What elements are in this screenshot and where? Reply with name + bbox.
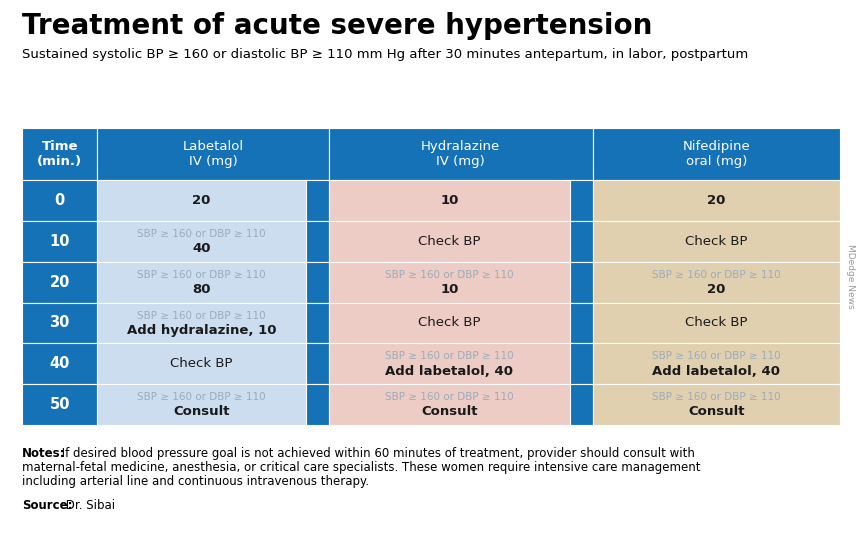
- Bar: [98, 262, 306, 302]
- Bar: [570, 343, 593, 384]
- Bar: [593, 180, 840, 221]
- Bar: [22, 343, 98, 384]
- Bar: [593, 343, 840, 384]
- Text: Add labetalol, 40: Add labetalol, 40: [652, 365, 780, 378]
- Bar: [570, 221, 593, 262]
- Bar: [22, 262, 98, 302]
- Text: Check BP: Check BP: [170, 357, 232, 370]
- Text: 10: 10: [441, 283, 459, 296]
- Text: SBP ≥ 160 or DBP ≥ 110: SBP ≥ 160 or DBP ≥ 110: [137, 311, 266, 321]
- Text: Dr. Sibai: Dr. Sibai: [62, 499, 115, 512]
- Text: Consult: Consult: [421, 405, 478, 418]
- Bar: [593, 128, 840, 180]
- Text: SBP ≥ 160 or DBP ≥ 110: SBP ≥ 160 or DBP ≥ 110: [137, 229, 266, 239]
- Text: Labetalol
IV (mg): Labetalol IV (mg): [182, 140, 244, 168]
- Text: 40: 40: [49, 356, 70, 371]
- Text: If desired blood pressure goal is not achieved within 60 minutes of treatment, p: If desired blood pressure goal is not ac…: [58, 447, 695, 460]
- Bar: [306, 262, 328, 302]
- Bar: [570, 384, 593, 425]
- Bar: [22, 180, 98, 221]
- Text: Consult: Consult: [174, 405, 230, 418]
- Text: 10: 10: [441, 194, 459, 207]
- Bar: [328, 221, 570, 262]
- Text: Add labetalol, 40: Add labetalol, 40: [385, 365, 513, 378]
- Text: Time
(min.): Time (min.): [37, 140, 82, 168]
- Text: Add hydralazine, 10: Add hydralazine, 10: [127, 324, 276, 337]
- Text: including arterial line and continuous intravenous therapy.: including arterial line and continuous i…: [22, 475, 369, 488]
- Bar: [570, 302, 593, 343]
- Text: Source:: Source:: [22, 499, 73, 512]
- Text: maternal-fetal medicine, anesthesia, or critical care specialists. These women r: maternal-fetal medicine, anesthesia, or …: [22, 461, 701, 474]
- Bar: [306, 384, 328, 425]
- Bar: [306, 302, 328, 343]
- Bar: [306, 221, 328, 262]
- Text: 10: 10: [49, 233, 70, 249]
- Text: Check BP: Check BP: [685, 235, 747, 248]
- Bar: [22, 221, 98, 262]
- Bar: [22, 302, 98, 343]
- Bar: [328, 302, 570, 343]
- Text: 20: 20: [708, 283, 726, 296]
- Bar: [570, 180, 593, 221]
- Text: Consult: Consult: [689, 405, 745, 418]
- Text: Notes:: Notes:: [22, 447, 66, 460]
- Text: Nifedipine
oral (mg): Nifedipine oral (mg): [683, 140, 750, 168]
- Bar: [570, 262, 593, 302]
- Bar: [328, 180, 570, 221]
- Text: SBP ≥ 160 or DBP ≥ 110: SBP ≥ 160 or DBP ≥ 110: [137, 392, 266, 402]
- Bar: [593, 221, 840, 262]
- Text: Check BP: Check BP: [418, 316, 480, 330]
- Text: SBP ≥ 160 or DBP ≥ 110: SBP ≥ 160 or DBP ≥ 110: [385, 392, 514, 402]
- Bar: [328, 343, 570, 384]
- Text: 40: 40: [193, 242, 211, 255]
- Bar: [328, 262, 570, 302]
- Bar: [98, 343, 306, 384]
- Text: Sustained systolic BP ≥ 160 or diastolic BP ≥ 110 mm Hg after 30 minutes antepar: Sustained systolic BP ≥ 160 or diastolic…: [22, 48, 748, 61]
- Bar: [306, 343, 328, 384]
- Bar: [593, 384, 840, 425]
- Text: Treatment of acute severe hypertension: Treatment of acute severe hypertension: [22, 12, 652, 40]
- Text: MDedge News: MDedge News: [847, 244, 855, 309]
- Bar: [593, 262, 840, 302]
- Text: 20: 20: [193, 194, 211, 207]
- Text: SBP ≥ 160 or DBP ≥ 110: SBP ≥ 160 or DBP ≥ 110: [385, 352, 514, 362]
- Text: 20: 20: [49, 274, 70, 290]
- Text: SBP ≥ 160 or DBP ≥ 110: SBP ≥ 160 or DBP ≥ 110: [652, 352, 781, 362]
- Bar: [98, 180, 306, 221]
- Text: SBP ≥ 160 or DBP ≥ 110: SBP ≥ 160 or DBP ≥ 110: [385, 270, 514, 280]
- Bar: [22, 384, 98, 425]
- Text: SBP ≥ 160 or DBP ≥ 110: SBP ≥ 160 or DBP ≥ 110: [652, 270, 781, 280]
- Text: SBP ≥ 160 or DBP ≥ 110: SBP ≥ 160 or DBP ≥ 110: [652, 392, 781, 402]
- Text: 20: 20: [708, 194, 726, 207]
- Bar: [98, 384, 306, 425]
- Bar: [98, 302, 306, 343]
- Bar: [328, 384, 570, 425]
- Bar: [306, 180, 328, 221]
- Text: 0: 0: [54, 193, 65, 208]
- Bar: [98, 221, 306, 262]
- Text: SBP ≥ 160 or DBP ≥ 110: SBP ≥ 160 or DBP ≥ 110: [137, 270, 266, 280]
- Text: 80: 80: [193, 283, 211, 296]
- Bar: [593, 302, 840, 343]
- Text: Hydralazine
IV (mg): Hydralazine IV (mg): [422, 140, 500, 168]
- Bar: [328, 128, 593, 180]
- Text: Check BP: Check BP: [685, 316, 747, 330]
- Text: 30: 30: [49, 315, 70, 331]
- Bar: [22, 128, 98, 180]
- Text: 50: 50: [49, 397, 70, 412]
- Bar: [98, 128, 328, 180]
- Text: Check BP: Check BP: [418, 235, 480, 248]
